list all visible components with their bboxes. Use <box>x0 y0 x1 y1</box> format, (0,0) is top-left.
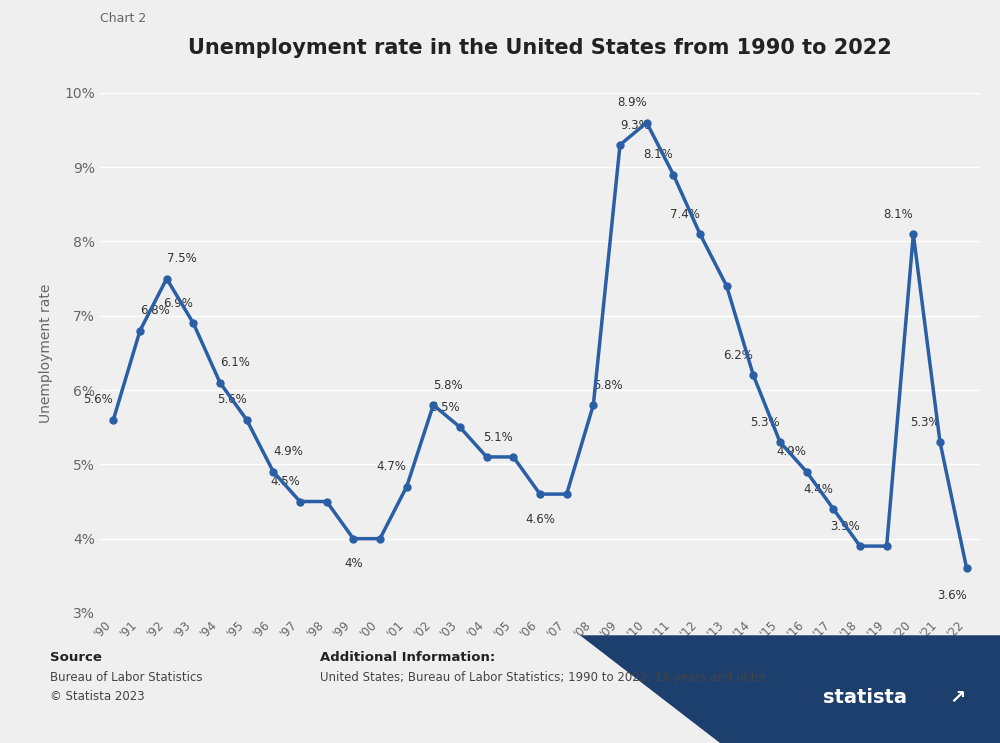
Text: 5.6%: 5.6% <box>84 394 113 406</box>
Text: 5.8%: 5.8% <box>593 379 623 392</box>
Text: 8.1%: 8.1% <box>644 149 673 161</box>
Text: Bureau of Labor Statistics: Bureau of Labor Statistics <box>50 671 202 684</box>
Text: Additional Information:: Additional Information: <box>320 651 495 664</box>
Text: 5.8%: 5.8% <box>433 379 463 392</box>
Text: 4.9%: 4.9% <box>777 446 807 458</box>
Text: 6.1%: 6.1% <box>220 357 250 369</box>
Y-axis label: Unemployment rate: Unemployment rate <box>39 283 53 423</box>
Text: 4%: 4% <box>344 557 363 570</box>
Text: 8.1%: 8.1% <box>884 208 913 221</box>
Text: 6.2%: 6.2% <box>723 349 753 362</box>
Text: 4.4%: 4.4% <box>803 483 833 496</box>
Text: 5.5%: 5.5% <box>430 401 460 414</box>
Text: © Statista 2023: © Statista 2023 <box>50 690 145 704</box>
Text: 4.5%: 4.5% <box>270 476 300 488</box>
Text: Chart 2: Chart 2 <box>100 12 146 25</box>
Text: 7.5%: 7.5% <box>167 253 196 265</box>
Text: 4.6%: 4.6% <box>525 513 555 525</box>
Text: 9.3%: 9.3% <box>620 119 650 132</box>
Text: 6.8%: 6.8% <box>140 305 170 317</box>
Text: ↗: ↗ <box>950 688 966 707</box>
Text: 5.3%: 5.3% <box>750 416 780 429</box>
Text: 3.6%: 3.6% <box>937 589 967 602</box>
Text: 5.1%: 5.1% <box>484 431 513 444</box>
Text: statista: statista <box>823 688 907 707</box>
Text: 5.6%: 5.6% <box>217 394 247 406</box>
Text: 4.7%: 4.7% <box>377 461 407 473</box>
Text: Source: Source <box>50 651 102 664</box>
Text: 4.9%: 4.9% <box>273 446 303 458</box>
Text: 6.9%: 6.9% <box>163 297 193 310</box>
Text: 7.4%: 7.4% <box>670 208 700 221</box>
Text: 8.9%: 8.9% <box>617 97 647 109</box>
Text: 5.3%: 5.3% <box>910 416 940 429</box>
Polygon shape <box>580 635 1000 743</box>
Text: United States; Bureau of Labor Statistics; 1990 to 2022; 16 years and older: United States; Bureau of Labor Statistic… <box>320 671 766 684</box>
Text: Unemployment rate in the United States from 1990 to 2022: Unemployment rate in the United States f… <box>188 39 892 58</box>
Text: 3.9%: 3.9% <box>830 520 860 533</box>
